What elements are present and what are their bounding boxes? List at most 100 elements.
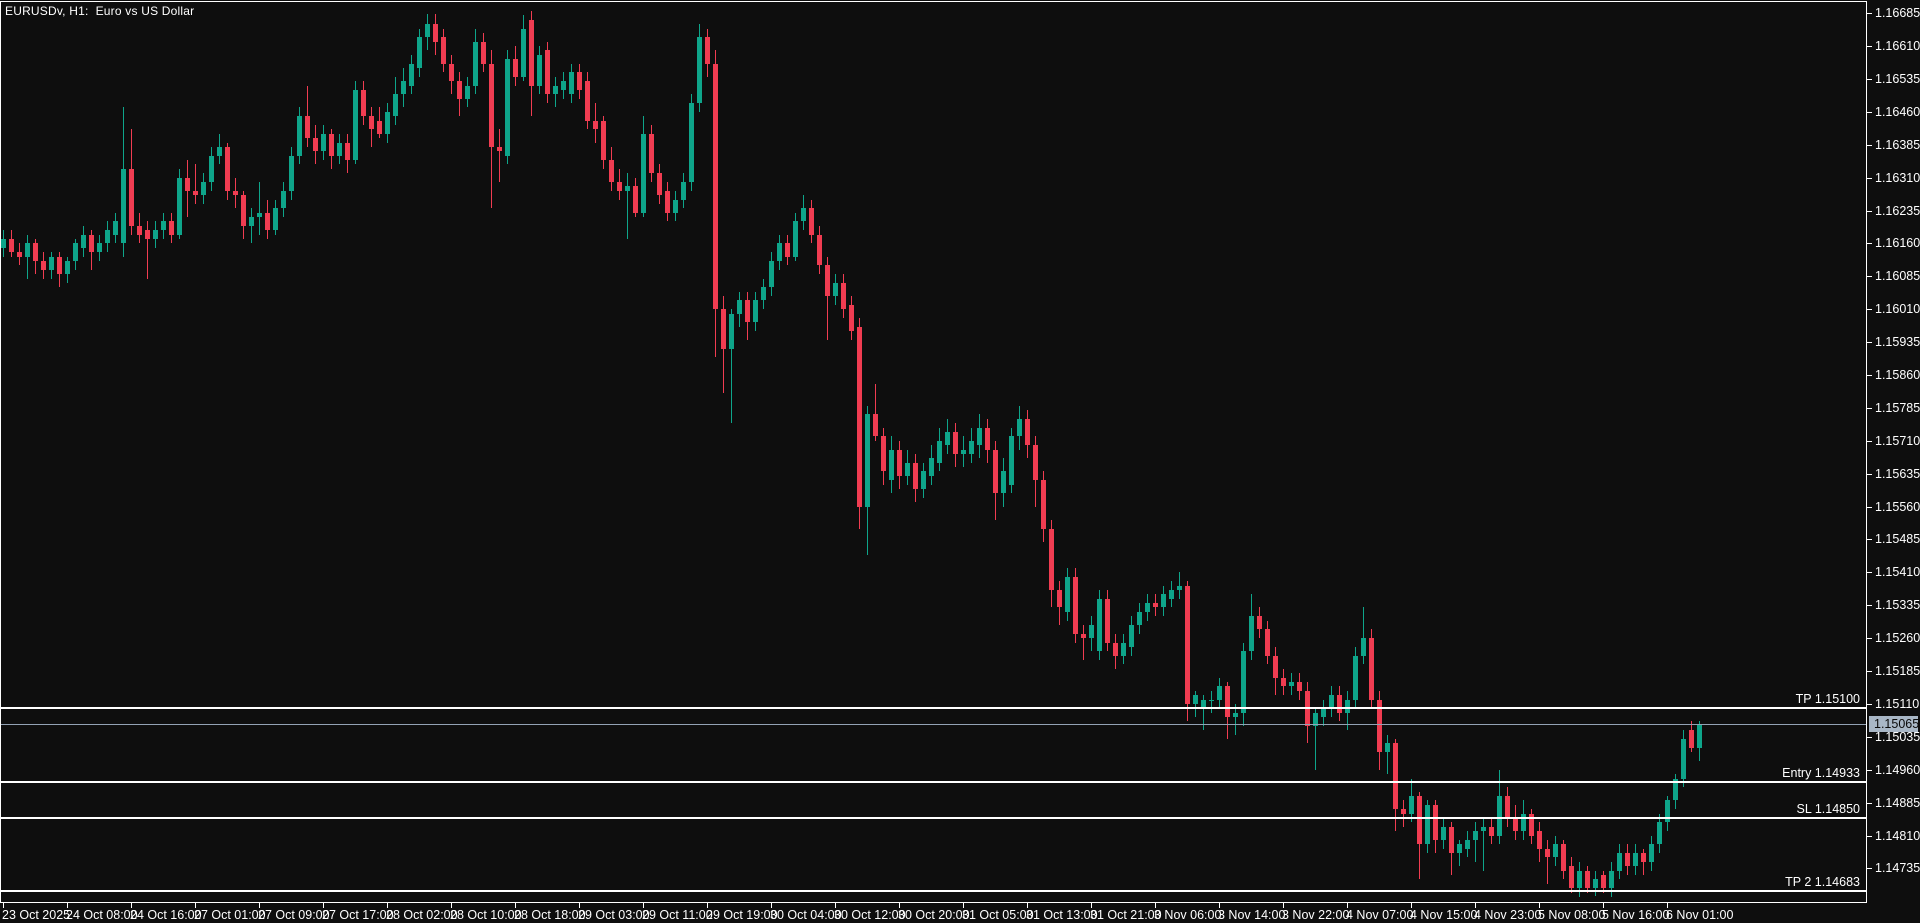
candle (1041, 471, 1046, 542)
candle (1233, 704, 1238, 735)
price-tick (1866, 474, 1872, 475)
time-tick-label: 31 Oct 13:00 (1026, 908, 1098, 922)
candle-wick (627, 173, 628, 239)
candle-body (1225, 686, 1230, 717)
candle-body (1497, 796, 1502, 836)
candle (1065, 568, 1070, 621)
candle-body (1169, 590, 1174, 599)
candle-body (473, 42, 478, 86)
level-entry[interactable]: Entry 1.14933 (1, 766, 1866, 783)
time-tick (1155, 903, 1156, 908)
candle (977, 414, 982, 458)
candle-body (873, 414, 878, 436)
price-tick-label: 1.16310 (1875, 171, 1920, 185)
candle (1241, 643, 1246, 726)
candle-body (1353, 656, 1358, 700)
candle-body (121, 169, 126, 243)
candle (1129, 616, 1134, 656)
time-tick (1667, 903, 1668, 908)
level-sl[interactable]: SL 1.14850 (1, 802, 1866, 819)
candle-body (1265, 629, 1270, 656)
candle (1137, 603, 1142, 634)
candle (1049, 520, 1054, 607)
candle-body (721, 309, 726, 349)
candle-body (1001, 471, 1006, 493)
price-tick (1866, 770, 1872, 771)
candle-wick (875, 384, 876, 441)
time-tick-label: 24 Oct 16:00 (130, 908, 202, 922)
candle-body (153, 230, 158, 239)
level-line-tp[interactable] (1, 707, 1866, 709)
time-tick-label: 28 Oct 10:00 (450, 908, 522, 922)
price-tick (1866, 178, 1872, 179)
candle-wick (195, 164, 196, 204)
candle-body (25, 243, 30, 257)
candle-body (185, 178, 190, 191)
candle-body (353, 90, 358, 160)
price-tick-label: 1.16085 (1875, 269, 1920, 283)
candle-body (1153, 603, 1158, 607)
price-axis[interactable]: 1.16685 1.16610 1.16535 1.16460 1.16385 1.163… (1866, 6, 1920, 875)
candle-body (993, 450, 998, 493)
candle (1145, 594, 1150, 621)
candle (785, 235, 790, 265)
candle-body (537, 55, 542, 86)
level-tp2[interactable]: TP 2 1.14683 (1, 875, 1866, 892)
time-tick (1283, 903, 1284, 908)
candle-body (881, 436, 886, 471)
candle (969, 428, 974, 463)
level-line-entry[interactable] (1, 781, 1866, 783)
candles-layer (1, 11, 1702, 897)
candle (833, 274, 838, 305)
price-tick-label: 1.16460 (1875, 105, 1920, 119)
candle (497, 129, 502, 182)
candle (641, 116, 646, 217)
candle-body (1057, 590, 1062, 607)
candle-body (681, 182, 686, 200)
candle (1465, 831, 1470, 857)
candle (1289, 673, 1294, 695)
price-tick-label: 1.14960 (1875, 763, 1920, 777)
candle-wick (499, 129, 500, 182)
time-tick-label: 5 Nov 16:00 (1602, 908, 1669, 922)
candle-body (633, 186, 638, 213)
candle-body (657, 173, 662, 195)
price-tick-label: 1.15635 (1875, 467, 1920, 481)
price-tick-label: 1.15560 (1875, 500, 1920, 514)
price-tick (1866, 211, 1872, 212)
candle-wick (1363, 607, 1364, 664)
candle-body (1337, 695, 1342, 713)
candle-body (457, 81, 462, 99)
candle (1329, 686, 1334, 717)
plot-frame (0, 1, 1867, 903)
level-tp[interactable]: TP 1.15100 (1, 692, 1866, 709)
candle (1169, 581, 1174, 607)
candle (377, 107, 382, 138)
candle-body (489, 64, 494, 147)
time-tick (515, 903, 516, 908)
candle-body (369, 116, 374, 129)
candle (1121, 634, 1126, 664)
price-tick-label: 1.16535 (1875, 72, 1920, 86)
candle (1225, 682, 1230, 739)
level-line-tp2[interactable] (1, 890, 1866, 892)
candle (705, 29, 710, 77)
candle (1473, 822, 1478, 862)
candle-body (1537, 831, 1542, 849)
candle (961, 436, 966, 467)
candle (1281, 669, 1286, 695)
candle-body (1465, 840, 1470, 849)
candle (1017, 406, 1022, 450)
candle-body (17, 252, 22, 257)
candle-wick (1203, 695, 1204, 730)
candle-body (689, 103, 694, 182)
price-tick (1866, 375, 1872, 376)
level-line-sl[interactable] (1, 817, 1866, 819)
candle-body (1689, 730, 1694, 748)
candle (9, 230, 14, 257)
price-tick (1866, 276, 1872, 277)
time-tick-label: 30 Oct 20:00 (898, 908, 970, 922)
